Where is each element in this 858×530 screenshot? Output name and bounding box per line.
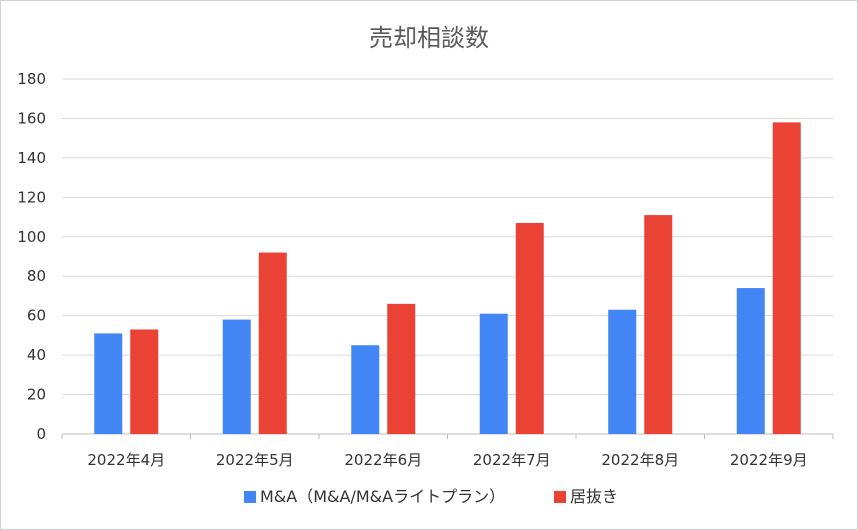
x-tick-label: 2022年4月 xyxy=(87,451,165,469)
bar-inuki-4 xyxy=(130,329,159,434)
bar-ma-8 xyxy=(608,309,637,434)
bar-inuki-8 xyxy=(644,215,673,434)
bar-inuki-6 xyxy=(387,303,416,434)
legend-swatch-inuki xyxy=(554,491,566,503)
y-tick-label: 60 xyxy=(27,307,46,325)
y-axis: 0 20 40 60 80 100 120 140 160 180 xyxy=(17,70,46,443)
x-tick-label: 2022年5月 xyxy=(216,451,294,469)
bars xyxy=(94,122,801,434)
y-tick-label: 160 xyxy=(17,109,46,127)
y-tick-label: 180 xyxy=(17,70,46,88)
legend-label-inuki: 居抜き xyxy=(570,487,618,506)
bar-inuki-5 xyxy=(258,252,287,434)
bar-ma-7 xyxy=(479,313,508,434)
y-tick-label: 40 xyxy=(27,346,46,364)
y-tick-label: 20 xyxy=(27,386,46,404)
y-tick-label: 140 xyxy=(17,149,46,167)
bar-ma-6 xyxy=(351,345,380,434)
legend-swatch-ma xyxy=(244,491,256,503)
x-tick-label: 2022年9月 xyxy=(730,451,808,469)
x-tick-label: 2022年7月 xyxy=(473,451,551,469)
bar-ma-5 xyxy=(222,319,251,434)
y-tick-label: 100 xyxy=(17,228,46,246)
y-tick-label: 120 xyxy=(17,188,46,206)
x-tick-label: 2022年8月 xyxy=(601,451,679,469)
y-tick-label: 0 xyxy=(36,425,46,443)
legend: M&A（M&A/M&Aライトプラン） 居抜き xyxy=(244,487,618,506)
bar-inuki-9 xyxy=(772,122,801,434)
chart-title: 売却相談数 xyxy=(369,24,489,52)
bar-ma-4 xyxy=(94,333,123,434)
y-tick-label: 80 xyxy=(27,267,46,285)
bar-inuki-7 xyxy=(515,222,544,434)
x-axis: 2022年4月 2022年5月 2022年6月 2022年7月 2022年8月 2022年… xyxy=(61,434,834,469)
bar-ma-9 xyxy=(736,288,765,434)
x-tick-label: 2022年6月 xyxy=(344,451,422,469)
legend-label-ma: M&A（M&A/M&Aライトプラン） xyxy=(260,487,505,506)
